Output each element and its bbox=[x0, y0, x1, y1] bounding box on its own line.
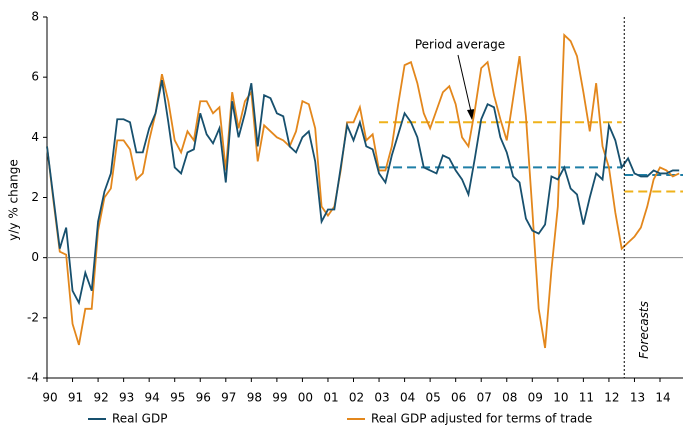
x-tick-label: 07 bbox=[477, 391, 492, 405]
x-tick-label: 11 bbox=[579, 391, 594, 405]
x-tick-label: 01 bbox=[323, 391, 338, 405]
forecast-label: Forecasts bbox=[637, 301, 651, 359]
x-tick-label: 98 bbox=[247, 391, 262, 405]
x-tick-label: 10 bbox=[553, 391, 568, 405]
x-tick-label: 04 bbox=[400, 391, 415, 405]
y-axis-label: y/y % change bbox=[7, 159, 21, 240]
x-tick-label: 09 bbox=[528, 391, 543, 405]
legend-label: Real GDP adjusted for terms of trade bbox=[371, 412, 592, 426]
x-tick-label: 90 bbox=[42, 391, 57, 405]
y-tick-label: 4 bbox=[31, 130, 39, 144]
x-tick-label: 13 bbox=[630, 391, 645, 405]
x-tick-label: 00 bbox=[298, 391, 313, 405]
y-tick-label: 0 bbox=[31, 250, 39, 264]
x-tick-label: 05 bbox=[425, 391, 440, 405]
x-tick-label: 96 bbox=[196, 391, 211, 405]
x-tick-label: 99 bbox=[272, 391, 287, 405]
x-tick-label: 08 bbox=[502, 391, 517, 405]
x-tick-label: 06 bbox=[451, 391, 466, 405]
x-tick-label: 03 bbox=[374, 391, 389, 405]
y-tick-label: -4 bbox=[27, 371, 39, 385]
x-tick-label: 93 bbox=[119, 391, 134, 405]
y-tick-label: -2 bbox=[27, 310, 39, 324]
annotation-arrow bbox=[457, 54, 473, 117]
x-tick-label: 14 bbox=[655, 391, 670, 405]
x-tick-label: 91 bbox=[68, 391, 83, 405]
annotation: Period average bbox=[415, 38, 505, 52]
x-tick-label: 02 bbox=[349, 391, 364, 405]
x-tick-label: 92 bbox=[93, 391, 108, 405]
series-line bbox=[46, 33, 680, 349]
x-tick-label: 95 bbox=[170, 391, 185, 405]
annotation-arrowhead bbox=[467, 109, 475, 120]
x-tick-label: 97 bbox=[221, 391, 236, 405]
x-tick-label: 12 bbox=[604, 391, 619, 405]
x-tick-label: 94 bbox=[145, 391, 160, 405]
series-line bbox=[46, 79, 680, 306]
legend-label: Real GDP bbox=[112, 412, 167, 426]
y-tick-label: 6 bbox=[31, 70, 39, 84]
y-tick-label: 2 bbox=[31, 190, 39, 204]
y-tick-label: 8 bbox=[31, 10, 39, 24]
